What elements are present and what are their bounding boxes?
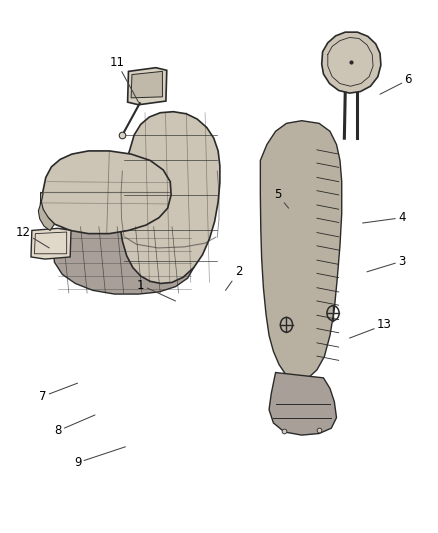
Polygon shape: [53, 225, 194, 294]
Text: 4: 4: [363, 211, 406, 224]
Text: 13: 13: [350, 318, 392, 338]
Polygon shape: [260, 120, 342, 381]
Text: 6: 6: [380, 74, 412, 94]
Text: 9: 9: [74, 447, 125, 469]
Polygon shape: [127, 68, 167, 105]
Text: 3: 3: [367, 255, 406, 272]
Text: 1: 1: [137, 279, 176, 301]
Text: 2: 2: [226, 265, 242, 290]
Text: 5: 5: [274, 189, 289, 208]
Text: 7: 7: [39, 383, 78, 403]
Polygon shape: [322, 32, 381, 93]
Polygon shape: [31, 228, 71, 259]
Text: 8: 8: [54, 415, 95, 438]
Polygon shape: [39, 192, 54, 230]
Polygon shape: [269, 373, 336, 435]
Polygon shape: [131, 71, 162, 98]
Polygon shape: [119, 112, 220, 284]
Polygon shape: [41, 151, 171, 233]
Text: 11: 11: [109, 56, 138, 102]
Text: 12: 12: [16, 225, 49, 248]
